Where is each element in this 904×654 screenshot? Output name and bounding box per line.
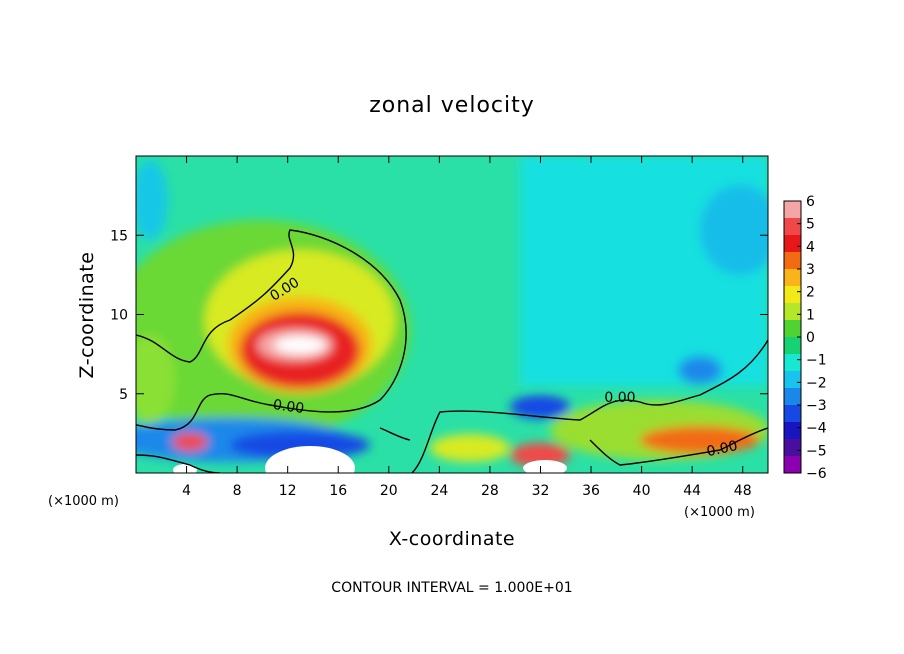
x-tick-label: 48 [734,483,752,499]
x-tick-label: 12 [279,483,297,499]
colorbar-tick-label: 6 [806,194,815,210]
colorbar-swatch [784,354,801,372]
y-tick-label: 15 [110,228,128,244]
colorbar-swatch [784,456,801,474]
colorbar-tick-label: −6 [806,466,827,482]
y-unit-label: (×1000 m) [48,494,119,509]
heatmap-field [136,156,768,473]
colorbar-tick-label: 4 [806,239,815,255]
colorbar-tick-label: −1 [806,353,827,369]
colorbar-swatch [784,439,801,457]
colorbar-tick-label: 5 [806,217,815,233]
contour-interval-note: CONTOUR INTERVAL = 1.000E+01 [331,580,572,596]
colorbar-swatch [784,235,801,253]
x-tick-label: 20 [380,483,398,499]
x-tick-label: 32 [532,483,550,499]
colorbar-swatch [784,286,801,304]
contour-label: 0.00 [272,397,305,417]
x-tick-label: 40 [633,483,651,499]
colorbar-tick-label: −4 [806,421,827,437]
y-ticks: 5 10 15 [110,228,768,403]
x-tick-label: 16 [329,483,347,499]
x-tick-label: 8 [233,483,242,499]
colorbar-swatch [784,388,801,406]
colorbar-tick-label: −3 [806,398,827,414]
x-ticks: 4 8 12 16 20 24 28 32 36 40 44 48 [182,156,752,499]
colorbar-swatch [784,269,801,287]
x-tick-label: 24 [430,483,448,499]
x-tick-label: 28 [481,483,499,499]
x-tick-label: 4 [182,483,191,499]
colorbar-swatch [784,218,801,236]
contour-lines [136,229,768,473]
colorbar-tick-label: 1 [806,307,815,323]
contour-label: 0.00 [705,438,739,460]
colorbar-swatch [784,201,801,219]
colorbar-tick-label: 2 [806,285,815,301]
colorbar: 6 5 4 3 2 1 0 −1 −2 −3 −4 −5 −6 [783,194,827,482]
colorbar-tick-label: 3 [806,262,815,278]
colorbar-swatch [784,337,801,355]
y-tick-label: 10 [110,308,128,324]
x-tick-label: 44 [683,483,701,499]
chart-title: zonal velocity [369,93,535,118]
colorbar-tick-label: 0 [806,330,815,346]
colorbar-swatch [784,320,801,338]
y-axis-label: Z-coordinate [76,252,98,379]
colorbar-swatch [784,405,801,423]
x-tick-label: 36 [582,483,600,499]
colorbar-swatch [784,252,801,270]
colorbar-swatch [784,422,801,440]
colorbar-tick-label: −2 [806,375,827,391]
colorbar-swatch [784,303,801,321]
x-axis-label: X-coordinate [389,528,515,550]
colorbar-tick-label: −5 [806,443,827,459]
x-unit-label: (×1000 m) [684,505,755,520]
colorbar-swatch [784,371,801,389]
y-tick-label: 5 [119,387,128,403]
contour-label: 0.00 [604,390,635,406]
